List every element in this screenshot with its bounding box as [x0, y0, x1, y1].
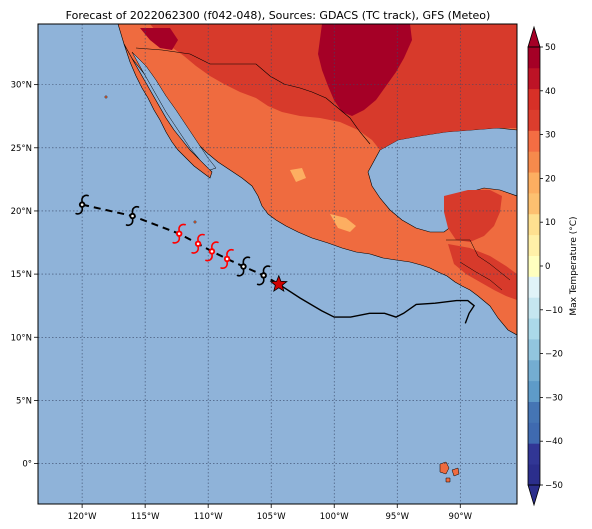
- lat-tick-label: 20°N: [11, 207, 32, 217]
- landmass-baja: [123, 43, 213, 179]
- longitude-axis: 120°W 115°W 110°W 105°W 100°W 95°W 90°W: [68, 504, 473, 522]
- colorbar-tick-label: 40: [545, 87, 556, 97]
- colorbar-segment: [528, 67, 540, 90]
- graticule: [38, 24, 517, 504]
- lat-tick-label: 25°N: [11, 144, 32, 154]
- tropical-storm-icon: [220, 248, 234, 269]
- lat-tick-label: 5°N: [16, 396, 32, 406]
- colorbar-segment: [528, 88, 540, 110]
- colorbar-tick-label: 0: [545, 262, 550, 272]
- colorbar-segment: [528, 359, 540, 382]
- warm-region-mid: [290, 168, 306, 182]
- colorbar: 50 40 30 20 10 0 −10 −20 −30 −40 −50 Max Temperatu…: [527, 25, 579, 507]
- colorbar-segment: [528, 276, 540, 298]
- hot-region-yucatan: [444, 190, 502, 242]
- very-hot-region: [318, 24, 412, 116]
- colorbar-segment: [528, 130, 540, 152]
- colorbar-ticks: 50 40 30 20 10 0 −10 −20 −30 −40 −50: [540, 43, 563, 491]
- lon-tick-label: 95°W: [386, 512, 410, 522]
- tropical-storm-icon: [125, 205, 140, 227]
- colorbar-tick-label: −10: [545, 306, 563, 316]
- map-panel: 120°W 115°W 110°W 105°W 100°W 95°W 90°W 0° 5°N 1…: [11, 23, 518, 522]
- tropical-storm-icon: [236, 256, 251, 277]
- colorbar-tick-label: −40: [545, 437, 563, 447]
- galapagos-islands: [439, 461, 460, 483]
- colorbar-tick-label: −30: [545, 393, 563, 403]
- lon-tick-label: 100°W: [320, 512, 349, 522]
- border-central-america: [446, 239, 511, 291]
- colorbar-segment: [528, 172, 540, 194]
- latitude-axis: 0° 5°N 10°N 15°N 20°N 25°N 30°N: [11, 81, 38, 470]
- colorbar-tick-label: 50: [545, 43, 556, 53]
- tropical-storm-icon: [256, 265, 271, 286]
- tropical-storm-icon: [205, 241, 219, 262]
- colorbar-segment: [528, 151, 540, 173]
- lat-tick-label: 30°N: [11, 81, 32, 91]
- colorbar-segment: [528, 47, 540, 69]
- colorbar-label: Max Temperature (°C): [569, 216, 579, 315]
- colorbar-tick-label: 30: [545, 131, 556, 141]
- map-frame: [37, 23, 518, 505]
- colorbar-segment: [528, 193, 540, 215]
- lat-tick-label: 0°: [22, 460, 32, 470]
- colorbar-tick-label: −20: [545, 350, 563, 360]
- lat-tick-label: 10°N: [11, 333, 32, 343]
- very-hot-region-west: [140, 28, 178, 50]
- colorbar-segment: [528, 401, 540, 423]
- colorbar-segment: [528, 464, 540, 486]
- colorbar-segments: [527, 25, 541, 507]
- colorbar-tick-label: 10: [545, 218, 556, 228]
- colorbar-segment: [528, 213, 540, 236]
- island-revillagigedo: [104, 95, 108, 99]
- colorbar-segment: [528, 318, 540, 340]
- lon-tick-label: 120°W: [68, 512, 97, 522]
- colorbar-segment: [528, 380, 540, 402]
- map-title: Forecast of 2022062300 (f042-048), Sourc…: [66, 9, 491, 22]
- island-socorro: [193, 220, 197, 224]
- border-us-mexico: [135, 47, 371, 145]
- tropical-storm-icon: [172, 223, 186, 244]
- gulf-of-california: [131, 51, 217, 171]
- storm-markers: [75, 194, 271, 286]
- lon-tick-label: 115°W: [131, 512, 160, 522]
- observed-track-line: [278, 283, 476, 324]
- lon-tick-label: 105°W: [257, 512, 286, 522]
- lat-tick-label: 15°N: [11, 270, 32, 280]
- colorbar-tick-label: 20: [545, 174, 556, 184]
- colorbar-max-arrow: [527, 25, 541, 48]
- colorbar-segment: [528, 109, 540, 131]
- colorbar-segment: [528, 443, 540, 465]
- colorbar-tick-label: −50: [545, 481, 563, 491]
- tropical-storm-icon: [75, 194, 89, 215]
- lon-tick-label: 90°W: [449, 512, 473, 522]
- current-position-star-icon: [269, 274, 288, 293]
- warm-region-south: [330, 214, 356, 232]
- colorbar-segment: [528, 234, 540, 256]
- land-layer: [38, 24, 517, 504]
- lon-tick-label: 110°W: [194, 512, 223, 522]
- colorbar-segment: [528, 297, 540, 319]
- tropical-storm-icon: [191, 233, 205, 254]
- colorbar-min-arrow: [527, 484, 541, 507]
- colorbar-segment: [528, 339, 540, 361]
- colorbar-segment: [528, 422, 540, 444]
- colorbar-segment: [528, 255, 540, 277]
- hot-region-central-america: [448, 244, 517, 300]
